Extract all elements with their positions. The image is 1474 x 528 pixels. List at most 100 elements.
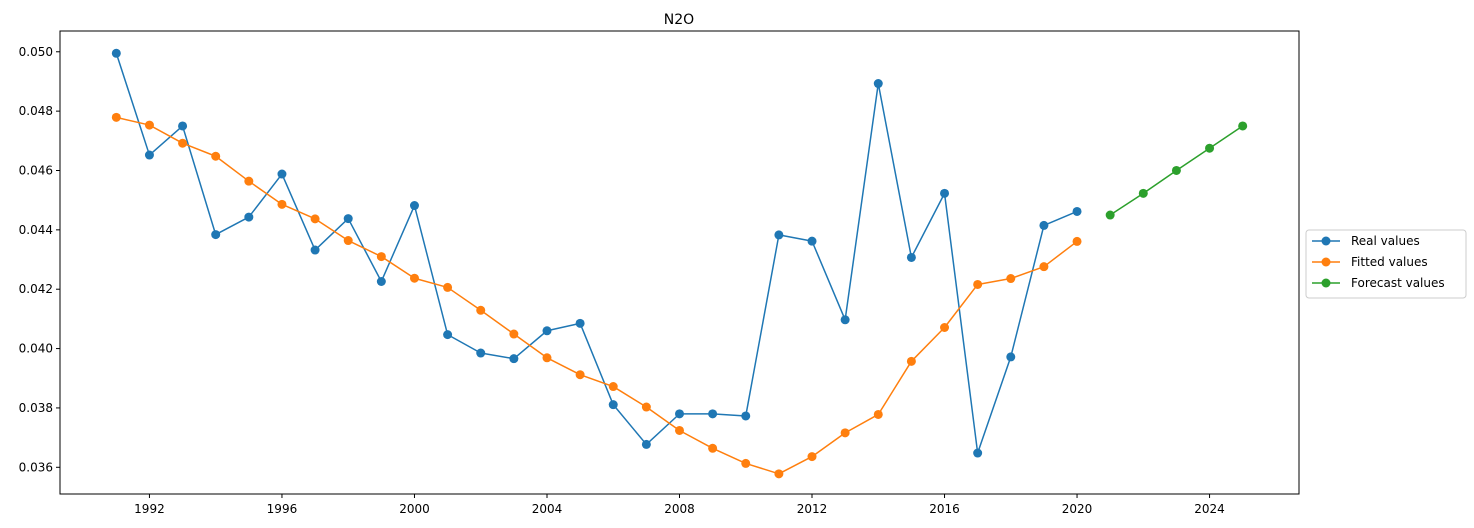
y-tick-label: 0.038 bbox=[19, 401, 53, 415]
data-point bbox=[708, 443, 718, 453]
data-point bbox=[277, 169, 287, 179]
data-point bbox=[476, 305, 486, 315]
data-point bbox=[376, 252, 386, 262]
legend: Real values Fitted values Forecast values bbox=[1305, 229, 1467, 299]
data-point bbox=[211, 151, 221, 161]
data-point bbox=[1105, 210, 1115, 220]
data-point bbox=[708, 409, 718, 419]
data-point bbox=[476, 348, 486, 358]
data-point bbox=[277, 199, 287, 209]
data-point bbox=[906, 356, 916, 366]
x-tick-label: 2024 bbox=[1194, 502, 1225, 516]
x-tick-label: 2012 bbox=[797, 502, 828, 516]
data-point bbox=[144, 150, 154, 160]
data-point bbox=[940, 188, 950, 198]
data-point bbox=[409, 273, 419, 283]
data-point bbox=[144, 120, 154, 130]
data-point bbox=[675, 409, 684, 419]
legend-marker bbox=[1321, 278, 1331, 288]
legend-box bbox=[1305, 229, 1467, 299]
data-point bbox=[310, 245, 320, 255]
data-point bbox=[575, 318, 585, 328]
data-point bbox=[1238, 121, 1248, 131]
data-point bbox=[1006, 352, 1016, 362]
data-point bbox=[741, 411, 751, 421]
chart-title: N2O bbox=[664, 12, 694, 28]
series-layer bbox=[111, 48, 1248, 479]
data-point bbox=[807, 236, 817, 246]
x-tick-label: 1992 bbox=[134, 502, 165, 516]
data-point bbox=[111, 48, 121, 58]
y-tick-label: 0.044 bbox=[19, 223, 53, 237]
x-tick-label: 1996 bbox=[267, 502, 298, 516]
data-point bbox=[608, 400, 618, 410]
legend-item: Fitted values bbox=[1312, 255, 1428, 269]
x-axis: 1992 1996 2000 2004 2008 2012 2016 2020 2024 bbox=[134, 494, 1225, 516]
data-point bbox=[178, 138, 188, 148]
data-point bbox=[244, 212, 254, 222]
data-point bbox=[774, 230, 784, 240]
data-point bbox=[940, 322, 950, 332]
data-point bbox=[840, 428, 850, 438]
legend-item: Forecast values bbox=[1312, 276, 1445, 290]
data-point bbox=[244, 176, 254, 186]
series-line bbox=[115, 53, 1078, 454]
data-point bbox=[542, 326, 552, 336]
data-point bbox=[1039, 220, 1049, 230]
data-point bbox=[741, 458, 751, 468]
data-point bbox=[509, 354, 519, 364]
data-point bbox=[1171, 165, 1181, 175]
y-tick-label: 0.036 bbox=[19, 460, 53, 474]
legend-label: Forecast values bbox=[1351, 276, 1445, 290]
data-point bbox=[575, 370, 585, 380]
data-point bbox=[111, 112, 121, 122]
y-tick-label: 0.050 bbox=[19, 45, 53, 59]
data-point bbox=[1006, 274, 1016, 284]
data-point bbox=[774, 469, 784, 479]
data-point bbox=[873, 79, 883, 89]
data-point bbox=[1205, 143, 1215, 153]
x-tick-label: 2016 bbox=[929, 502, 960, 516]
data-point bbox=[443, 282, 453, 292]
plot-area bbox=[59, 30, 1300, 495]
series-fitted-values bbox=[111, 112, 1082, 479]
data-point bbox=[906, 252, 916, 262]
data-point bbox=[973, 279, 983, 289]
data-point bbox=[343, 236, 353, 246]
data-point bbox=[1072, 236, 1082, 246]
legend-marker bbox=[1321, 257, 1331, 267]
data-point bbox=[641, 439, 651, 449]
data-point bbox=[675, 425, 684, 435]
y-tick-label: 0.042 bbox=[19, 282, 53, 296]
data-point bbox=[310, 214, 320, 224]
data-point bbox=[973, 448, 983, 458]
data-point bbox=[807, 452, 817, 462]
data-point bbox=[376, 276, 386, 286]
data-point bbox=[641, 402, 651, 412]
data-point bbox=[1138, 188, 1148, 198]
series-line bbox=[116, 116, 1078, 475]
data-point bbox=[542, 353, 552, 363]
y-tick-label: 0.040 bbox=[19, 342, 53, 356]
data-point bbox=[1072, 206, 1082, 216]
data-point bbox=[509, 329, 519, 339]
legend-label: Real values bbox=[1351, 234, 1420, 248]
data-point bbox=[608, 382, 618, 392]
data-point bbox=[840, 315, 850, 325]
series-real-values bbox=[111, 48, 1082, 458]
legend-marker bbox=[1321, 236, 1331, 246]
y-axis: 0.036 0.038 0.040 0.042 0.044 0.046 0.048 0.050 bbox=[19, 45, 60, 474]
x-tick-label: 2000 bbox=[399, 502, 430, 516]
data-point bbox=[343, 214, 353, 224]
x-tick-label: 2008 bbox=[664, 502, 695, 516]
x-tick-label: 2004 bbox=[532, 502, 563, 516]
legend-label: Fitted values bbox=[1351, 255, 1428, 269]
y-tick-label: 0.046 bbox=[19, 163, 53, 177]
legend-item: Real values bbox=[1312, 234, 1420, 248]
data-point bbox=[211, 230, 221, 240]
data-point bbox=[873, 409, 883, 419]
data-point bbox=[178, 121, 188, 131]
data-point bbox=[409, 201, 419, 211]
y-tick-label: 0.048 bbox=[19, 104, 53, 118]
